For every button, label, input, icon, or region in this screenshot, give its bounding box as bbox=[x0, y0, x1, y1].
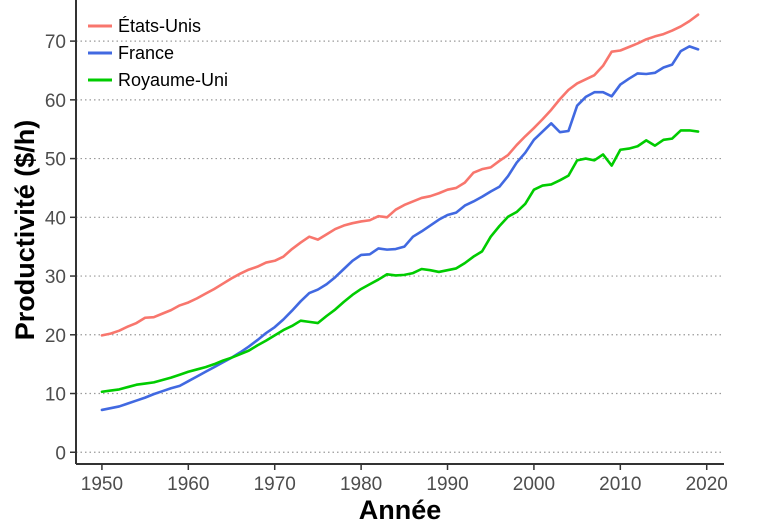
y-tick-label: 20 bbox=[45, 326, 66, 347]
x-tick-label: 1960 bbox=[167, 474, 209, 495]
y-tick-label: 0 bbox=[55, 443, 66, 464]
x-axis-title: Année bbox=[359, 495, 442, 525]
y-tick-label: 70 bbox=[45, 32, 66, 53]
y-tick-label: 40 bbox=[45, 208, 66, 229]
x-tick-label: 2020 bbox=[686, 474, 728, 495]
y-tick-label: 30 bbox=[45, 267, 66, 288]
x-tick-label: 2010 bbox=[599, 474, 641, 495]
y-axis-title: Productivité ($/h) bbox=[10, 120, 40, 341]
legend-label-royaume-uni: Royaume-Uni bbox=[118, 70, 228, 90]
series-line-france bbox=[100, 45, 700, 412]
series-lines bbox=[100, 13, 700, 412]
y-tick-label: 10 bbox=[45, 385, 66, 406]
legend: États-Unis France Royaume-Uni bbox=[88, 16, 228, 90]
y-tick-label: 60 bbox=[45, 91, 66, 112]
legend-label-france: France bbox=[118, 43, 174, 63]
x-tick-label: 2000 bbox=[513, 474, 555, 495]
y-ticks: 0 10 20 30 40 50 60 70 bbox=[45, 32, 76, 464]
series-line-royaume-uni bbox=[100, 129, 700, 394]
x-ticks: 1950 1960 1970 1980 1990 2000 2010 2020 bbox=[81, 464, 728, 495]
series-line-etats-unis bbox=[100, 13, 700, 337]
y-tick-label: 50 bbox=[45, 150, 66, 171]
x-tick-label: 1950 bbox=[81, 474, 123, 495]
legend-label-etats-unis: États-Unis bbox=[118, 16, 201, 36]
x-tick-label: 1970 bbox=[254, 474, 296, 495]
x-tick-label: 1980 bbox=[340, 474, 382, 495]
x-tick-label: 1990 bbox=[426, 474, 468, 495]
axes bbox=[75, 0, 724, 465]
gridlines bbox=[76, 40, 724, 453]
